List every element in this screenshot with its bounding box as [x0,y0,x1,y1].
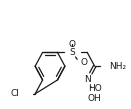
Text: NH₂: NH₂ [109,62,126,71]
Text: HO: HO [88,84,102,93]
Text: N: N [84,76,91,84]
Text: Cl: Cl [11,89,20,98]
Text: O: O [69,40,76,49]
Text: O: O [80,59,87,67]
Text: S: S [69,48,75,57]
Text: OH: OH [88,94,102,103]
